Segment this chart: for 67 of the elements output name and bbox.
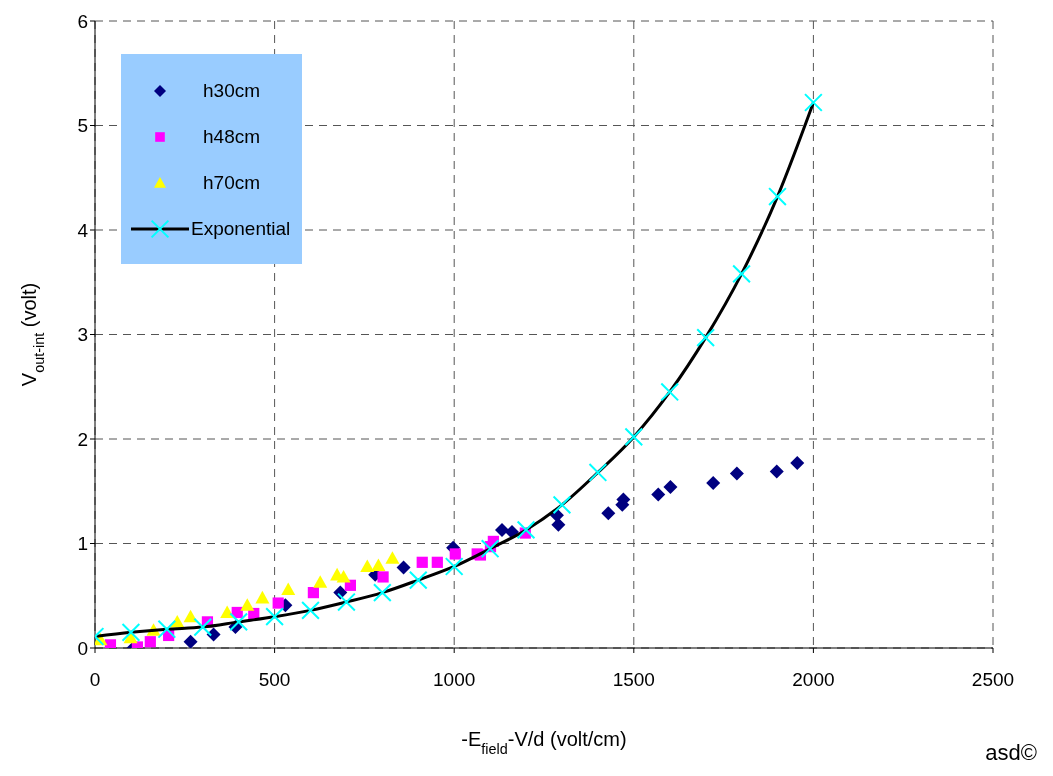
point [307,587,319,599]
point [588,463,608,482]
point [229,612,249,632]
legend-label: h70cm [203,172,261,194]
y-tick-label: 0 [77,637,88,659]
point [360,559,375,573]
point [449,548,461,560]
point [444,557,464,576]
legend-label: h30cm [203,80,261,102]
point [769,464,784,479]
point [385,551,400,564]
point [313,575,328,588]
point [551,517,566,532]
point [183,634,198,648]
point [706,475,721,490]
point [301,600,320,620]
point [371,558,386,572]
y-tick-label: 6 [77,10,88,32]
point [272,597,284,609]
point [494,522,509,537]
point [663,480,678,495]
point [337,592,356,612]
point [157,619,177,639]
y-tick-label: 3 [77,324,88,346]
point [480,539,500,559]
y-tick-label: 5 [77,115,88,137]
point [206,627,221,642]
point [729,466,744,481]
legend-label: h48cm [203,126,261,148]
x-tick-label: 1000 [433,669,476,691]
x-tick-label: 2500 [971,669,1015,691]
point [516,520,536,540]
x-tick-label: 2000 [792,669,835,691]
y-tick-label: 2 [77,428,88,450]
point [255,590,270,604]
point [431,556,443,568]
point [336,569,351,583]
point [696,328,716,348]
point [144,636,156,648]
y-tick-label: 4 [77,219,89,241]
point [651,487,666,502]
point [408,570,428,590]
point [732,264,751,284]
point [372,583,392,603]
point [183,609,198,623]
x-axis-title: -E$_{field}$-V/d (volt/cm) [461,728,627,757]
point [601,506,616,521]
text: asd© [985,740,1037,766]
point [121,622,141,642]
x-tick-label: 1500 [612,669,655,691]
point [624,427,644,447]
point [552,495,572,515]
point [804,93,823,112]
y-tick-label: 1 [77,533,88,555]
point [660,382,680,402]
point [220,605,235,619]
point [790,456,805,471]
legend-label: Exponential [191,218,291,240]
point [768,187,787,206]
point [396,560,411,575]
point [281,582,296,596]
point [193,617,213,637]
point [240,598,255,611]
point [377,571,389,583]
point [265,607,284,627]
point [416,556,428,568]
x-tick-label: 500 [258,669,291,691]
